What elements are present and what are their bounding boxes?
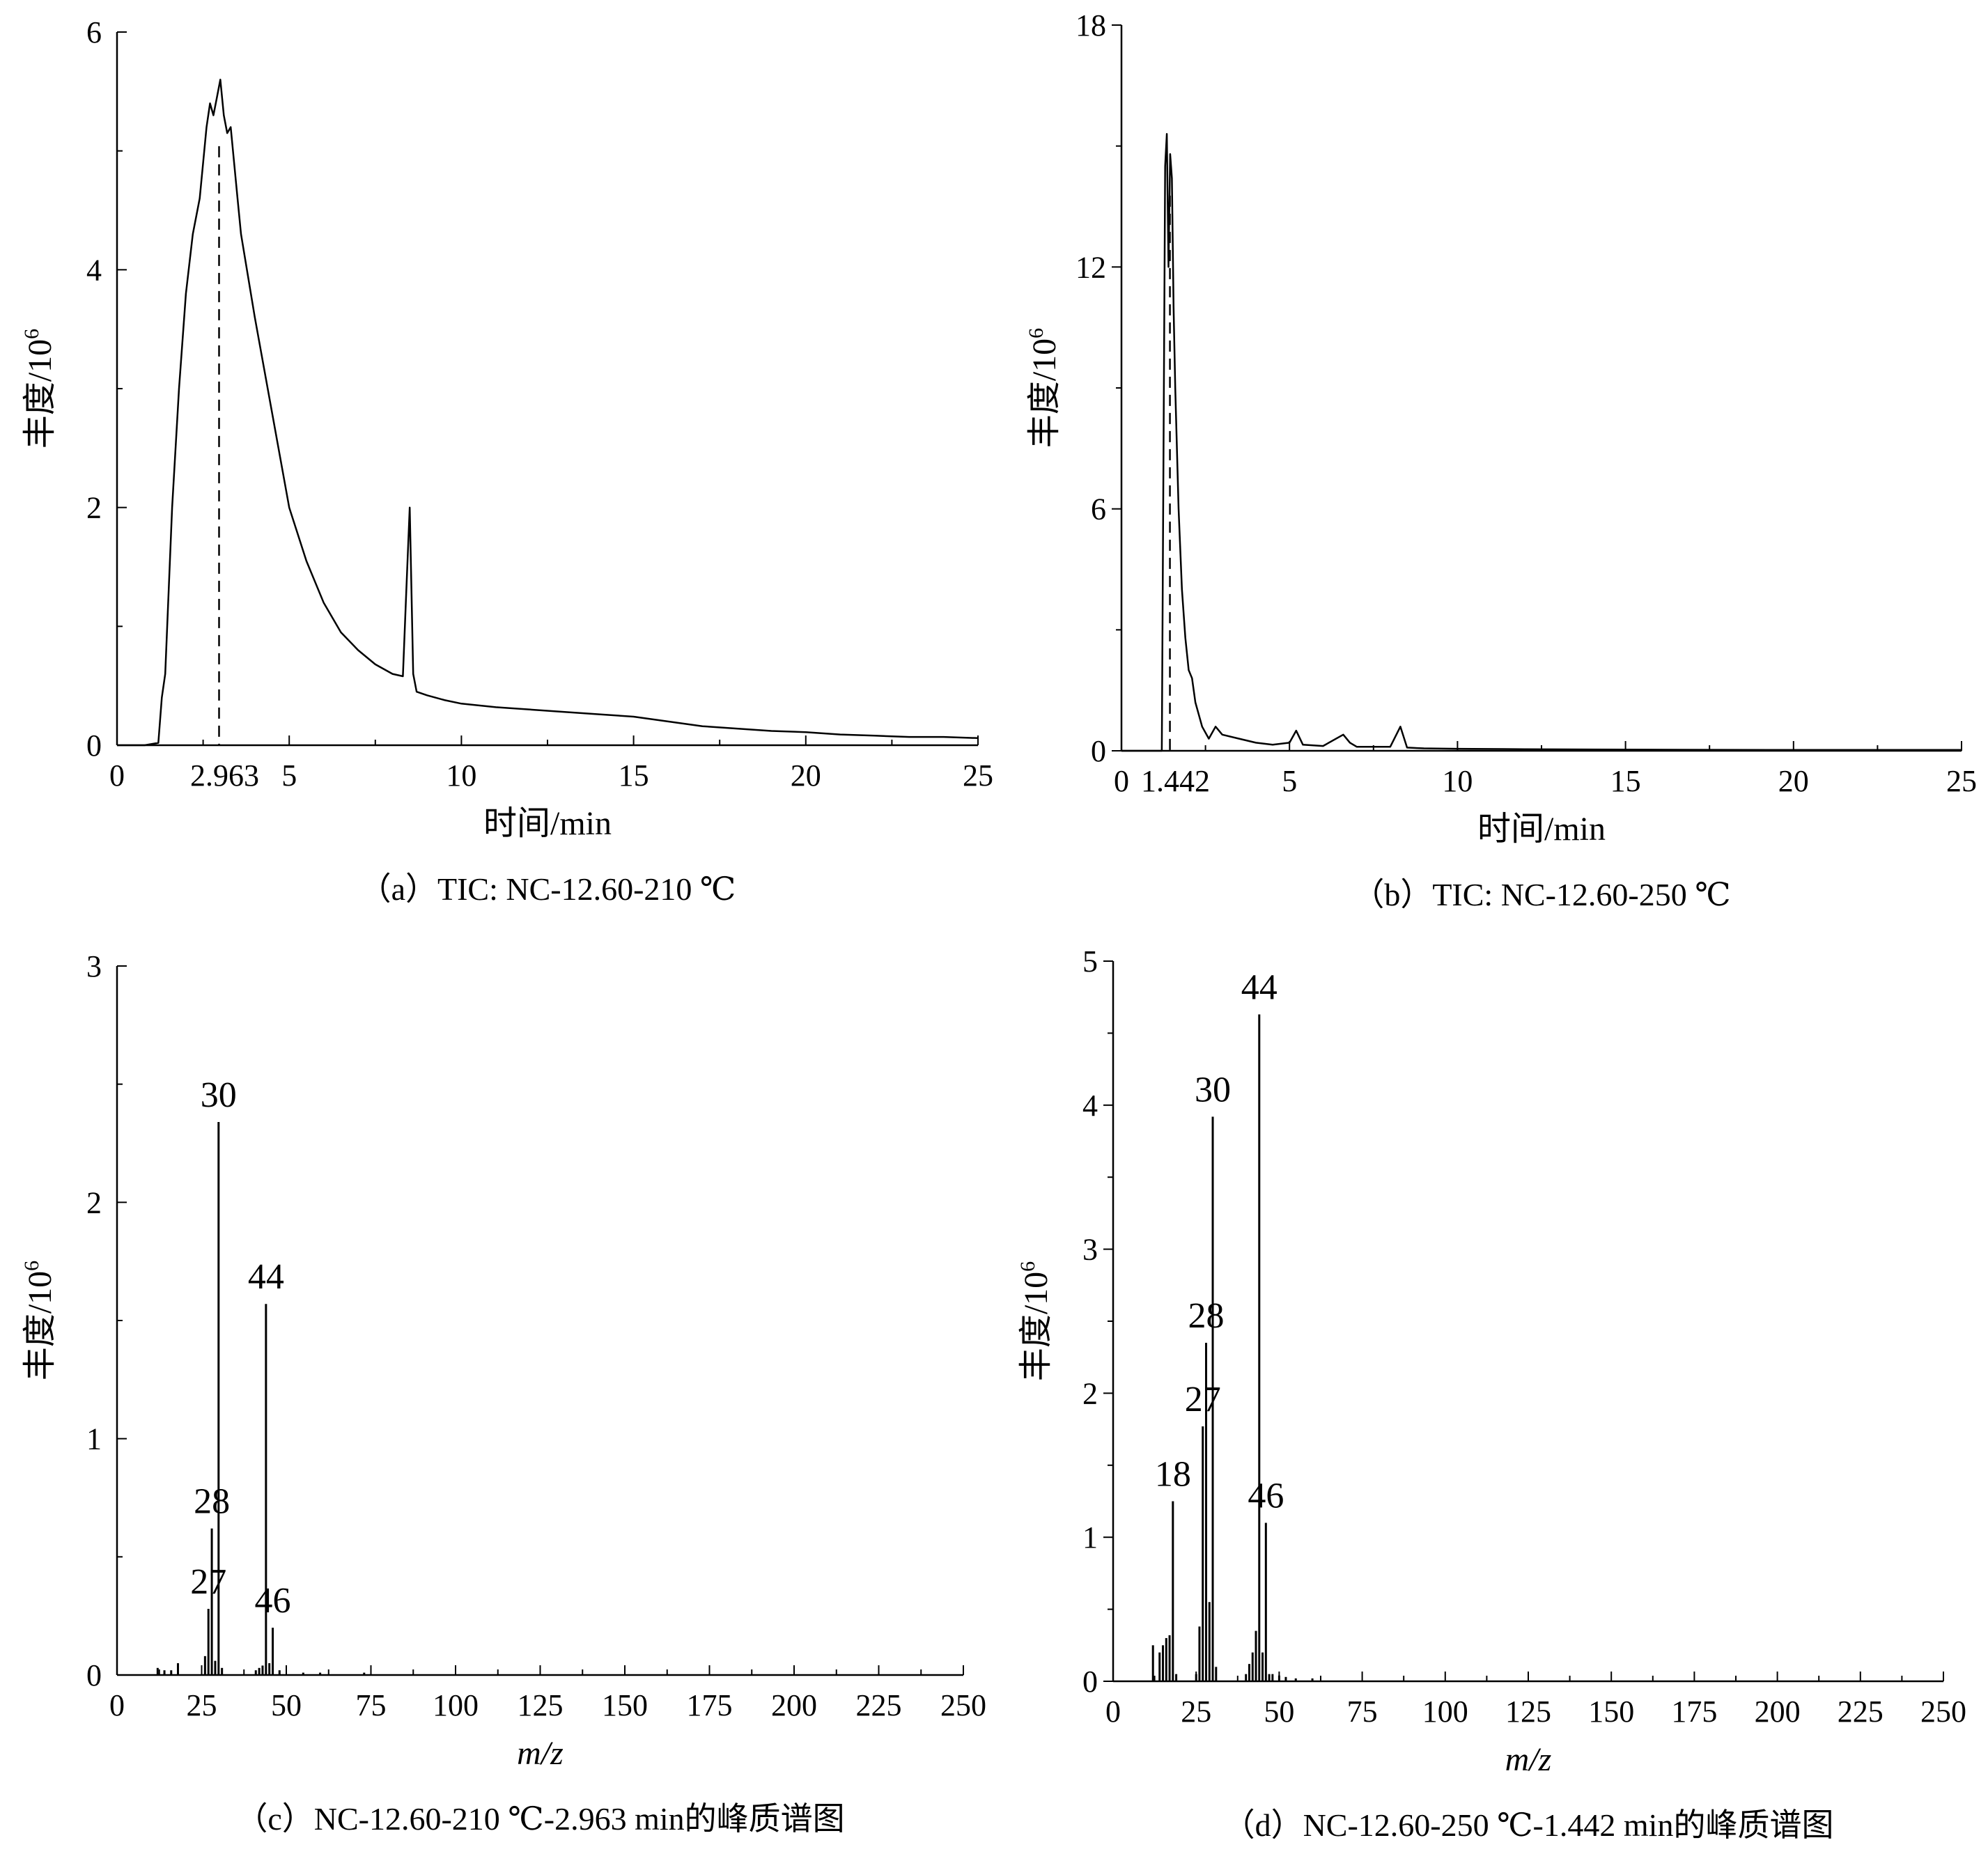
- x-tick-label: 100: [433, 1688, 479, 1722]
- x-axis-label: m/z: [1505, 1741, 1552, 1778]
- x-tick-label: 75: [356, 1688, 387, 1722]
- x-tick-label: 15: [619, 758, 649, 793]
- y-tick-label: 6: [1091, 492, 1106, 527]
- peak-time-label: 2.963: [190, 758, 259, 793]
- x-tick-label: 0: [1114, 764, 1129, 798]
- y-axis-label-exponent: 6: [1025, 328, 1048, 338]
- x-tick-label: 125: [518, 1688, 564, 1722]
- y-axis-label: 丰度/106: [20, 1261, 59, 1380]
- x-tick-label: 25: [1181, 1695, 1211, 1729]
- x-tick-label: 250: [1920, 1695, 1966, 1729]
- x-tick-label: 125: [1505, 1695, 1551, 1729]
- x-tick-label: 100: [1422, 1695, 1468, 1729]
- tic-series-line: [117, 79, 979, 747]
- y-axis-label-main: 丰度/10: [22, 1271, 59, 1380]
- y-tick-label: 18: [1075, 8, 1106, 42]
- x-tick-label: 150: [602, 1688, 648, 1722]
- peak-time-label: 1.442: [1141, 764, 1210, 798]
- x-tick-label: 50: [271, 1688, 302, 1722]
- x-axis-label: 时间/min: [483, 805, 612, 842]
- y-tick-label: 0: [1091, 734, 1106, 768]
- y-axis-label-exponent: 6: [1016, 1261, 1039, 1272]
- figure-caption: （b）TIC: NC-12.60-250 ℃: [1352, 877, 1730, 912]
- y-tick-label: 12: [1075, 250, 1106, 284]
- y-tick-label: 0: [86, 729, 102, 763]
- x-tick-label: 10: [1442, 764, 1473, 798]
- x-tick-label: 50: [1264, 1695, 1294, 1729]
- x-tick-label: 5: [281, 758, 297, 793]
- y-tick-label: 1: [86, 1422, 102, 1456]
- mz-peak-label: 28: [194, 1482, 230, 1522]
- x-tick-label: 225: [856, 1688, 902, 1722]
- y-tick-label: 0: [86, 1658, 102, 1692]
- x-tick-label: 25: [963, 758, 993, 793]
- y-axis-label-exponent: 6: [20, 1261, 43, 1271]
- x-tick-label: 0: [109, 758, 125, 793]
- y-tick-label: 0: [1082, 1665, 1098, 1699]
- y-axis-label-main: 丰度/10: [1018, 1272, 1055, 1381]
- y-axis-label: 丰度/106: [1025, 328, 1063, 448]
- x-tick-label: 25: [1946, 764, 1977, 798]
- x-axis-label: 时间/min: [1477, 811, 1606, 848]
- x-tick-label: 200: [771, 1688, 817, 1722]
- y-tick-label: 3: [1082, 1233, 1098, 1267]
- figure-caption: （d）NC-12.60-250 ℃-1.442 min的峰质谱图: [1223, 1807, 1834, 1843]
- figure-caption: （c）NC-12.60-210 ℃-2.963 min的峰质谱图: [235, 1801, 844, 1837]
- figure-caption: （a）TIC: NC-12.60-210 ℃: [359, 871, 736, 907]
- y-tick-label: 6: [86, 15, 102, 49]
- x-tick-label: 250: [940, 1688, 986, 1722]
- mz-peak-label: 30: [201, 1075, 237, 1115]
- y-axis-label-exponent: 6: [20, 329, 43, 339]
- mz-peak-label: 46: [1248, 1477, 1284, 1516]
- y-tick-label: 1: [1082, 1520, 1098, 1555]
- y-axis-label-main: 丰度/10: [1026, 338, 1063, 448]
- x-tick-label: 5: [1282, 764, 1297, 798]
- y-tick-label: 3: [86, 949, 102, 983]
- y-axis-label-main: 丰度/10: [22, 339, 59, 449]
- x-tick-label: 175: [687, 1688, 733, 1722]
- mz-peak-label: 44: [1241, 968, 1278, 1008]
- x-tick-label: 0: [1105, 1695, 1121, 1729]
- x-tick-label: 175: [1671, 1695, 1717, 1729]
- y-axis-label: 丰度/106: [20, 329, 59, 449]
- x-tick-label: 20: [791, 758, 821, 793]
- x-axis-label: m/z: [517, 1735, 564, 1772]
- mz-peak-label: 46: [255, 1581, 291, 1621]
- y-tick-label: 2: [86, 1185, 102, 1220]
- x-tick-label: 25: [187, 1688, 217, 1722]
- x-tick-label: 10: [446, 758, 476, 793]
- y-axis-label: 丰度/106: [1016, 1261, 1055, 1381]
- tic-series-line: [1121, 133, 1962, 752]
- x-tick-label: 20: [1778, 764, 1809, 798]
- y-tick-label: 4: [1082, 1089, 1098, 1123]
- mz-peak-label: 18: [1155, 1455, 1191, 1495]
- y-tick-label: 2: [1082, 1376, 1098, 1410]
- mz-peak-label: 28: [1188, 1296, 1225, 1336]
- x-tick-label: 15: [1610, 764, 1641, 798]
- mz-peak-label: 27: [190, 1562, 226, 1602]
- mz-peak-label: 27: [1185, 1380, 1221, 1419]
- x-tick-label: 0: [109, 1688, 125, 1722]
- x-tick-label: 225: [1838, 1695, 1884, 1729]
- x-tick-label: 75: [1347, 1695, 1378, 1729]
- mz-peak-label: 30: [1195, 1070, 1231, 1109]
- x-tick-label: 200: [1755, 1695, 1801, 1729]
- y-tick-label: 2: [86, 491, 102, 525]
- y-tick-label: 4: [86, 253, 102, 287]
- x-tick-label: 150: [1588, 1695, 1634, 1729]
- y-tick-label: 5: [1082, 944, 1098, 979]
- mz-peak-label: 44: [248, 1257, 284, 1297]
